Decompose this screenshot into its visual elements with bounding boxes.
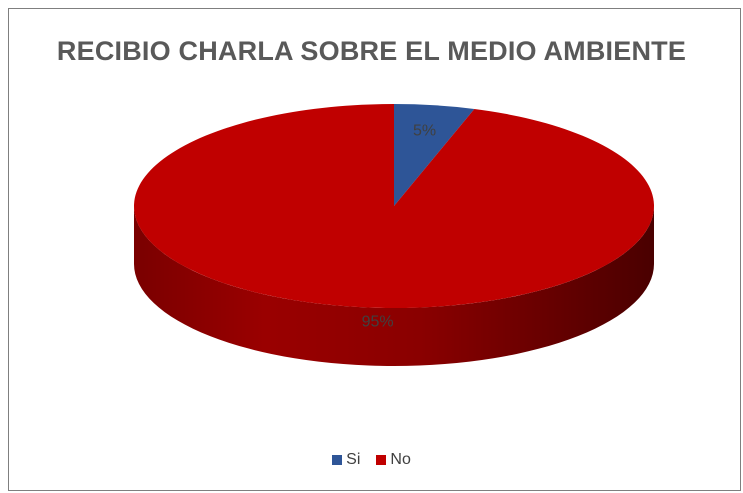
legend: Si No	[0, 451, 743, 469]
pie-slice-no	[134, 104, 655, 309]
pie-side-wall	[134, 206, 654, 366]
chart-title: RECIBIO CHARLA SOBRE EL MEDIO AMBIENTE	[56, 36, 687, 66]
pie-labels: 5% 95%	[362, 122, 436, 330]
data-label-si: 5%	[413, 122, 436, 139]
pie-top	[134, 104, 655, 309]
legend-swatch-si	[332, 455, 343, 465]
legend-swatch-no	[376, 455, 387, 465]
pie-slice-si	[394, 104, 475, 206]
legend-label-no: No	[390, 451, 411, 468]
legend-item-no: No	[376, 451, 411, 469]
legend-label-si: Si	[346, 451, 361, 468]
legend-item-si: Si	[332, 451, 360, 469]
data-label-no: 95%	[362, 313, 394, 330]
pie-side	[134, 206, 654, 366]
